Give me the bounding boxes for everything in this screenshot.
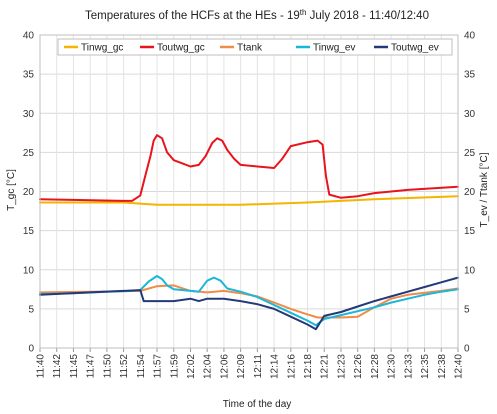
x-tick-label: 12:40 — [454, 354, 465, 379]
legend-box — [57, 38, 453, 56]
x-tick-label: 12:21 — [320, 354, 331, 379]
chart-title: Temperatures of the HCFs at the HEs - 19… — [85, 8, 429, 22]
y-tick-label-left: 20 — [23, 187, 35, 198]
legend: Tinwg_gc Toutwg_gc Ttank Tinwg_ev Toutwg_ev — [57, 38, 453, 56]
y-tick-label-left: 5 — [28, 304, 34, 315]
y-tick-label-right: 40 — [464, 31, 476, 42]
x-tick-label: 12:09 — [236, 354, 247, 379]
y-axis-left-ticks: 0 5 10 15 20 25 30 35 40 — [23, 31, 35, 355]
legend-entry: Toutwg_ev — [391, 43, 439, 54]
x-tick-label: 12:30 — [387, 354, 398, 379]
y-axis-left-label: T_gc [°C] — [6, 169, 17, 211]
y-tick-label-right: 10 — [464, 265, 476, 276]
y-tick-label-left: 30 — [23, 109, 35, 120]
legend-entry: Tinwg_ev — [313, 43, 355, 54]
x-tick-label: 12:38 — [437, 354, 448, 379]
y-tick-label-left: 40 — [23, 31, 35, 42]
chart-title-suffix: July 2018 - 11:40/12:40 — [306, 10, 429, 22]
x-tick-label: 12:35 — [420, 354, 431, 379]
x-tick-label: 12:16 — [286, 354, 297, 379]
x-tick-label: 12:02 — [186, 354, 197, 379]
legend-entry: Toutwg_gc — [157, 43, 205, 54]
x-tick-label: 12:28 — [370, 354, 381, 379]
x-tick-label: 11:50 — [102, 354, 113, 379]
plot-area-border — [39, 34, 459, 349]
x-tick-label: 12:11 — [253, 354, 264, 379]
x-axis-ticks: 11:40 11:42 11:45 11:47 11:50 11:52 11:54 11:57… — [36, 348, 465, 379]
y-tick-label-right: 20 — [464, 187, 476, 198]
legend-entry: Tinwg_gc — [81, 43, 123, 54]
x-axis-label: Time of the day — [223, 399, 292, 410]
series-line-ttank — [39, 284, 459, 319]
x-tick-label: 12:26 — [353, 354, 364, 379]
series-line-tinwg-ev — [39, 275, 459, 327]
x-tick-label: 12:06 — [219, 354, 230, 379]
y-axis-right-label: T_ev / Ttank [°C] — [479, 152, 490, 227]
y-tick-label-left: 10 — [23, 265, 35, 276]
chart-title-prefix: Temperatures of the HCFs at the HEs - 19 — [85, 10, 300, 22]
y-tick-label-right: 30 — [464, 109, 476, 120]
y-tick-label-right: 5 — [464, 304, 470, 315]
series-line-toutwg-gc — [39, 134, 459, 202]
series-line-toutwg-ev — [39, 276, 459, 331]
x-tick-label: 11:54 — [136, 354, 147, 379]
x-tick-label: 11:52 — [119, 354, 130, 379]
y-tick-label-right: 0 — [464, 344, 470, 355]
chart-title-superscript: th — [300, 8, 307, 17]
legend-entry: Ttank — [237, 43, 263, 54]
x-tick-label: 11:42 — [52, 354, 63, 379]
x-tick-label: 11:57 — [153, 354, 164, 379]
y-tick-label-right: 15 — [464, 226, 476, 237]
x-tick-label: 12:33 — [403, 354, 414, 379]
x-tick-label: 12:14 — [270, 354, 281, 379]
y-tick-label-left: 15 — [23, 226, 35, 237]
y-tick-label-left: 0 — [28, 344, 34, 355]
x-tick-label: 12:18 — [303, 354, 314, 379]
x-tick-label: 11:40 — [36, 354, 47, 379]
x-tick-label: 12:23 — [336, 354, 347, 379]
y-tick-label-right: 25 — [464, 148, 476, 159]
y-axis-right-ticks: 0 5 10 15 20 25 30 35 40 — [464, 31, 476, 355]
series-group — [39, 134, 459, 331]
x-tick-label: 12:04 — [203, 354, 214, 379]
x-tick-label: 11:59 — [169, 354, 180, 379]
y-tick-label-right: 35 — [464, 70, 476, 81]
x-tick-label: 11:47 — [86, 354, 97, 379]
series-line-tinwg-gc — [39, 195, 459, 206]
y-tick-label-left: 35 — [23, 70, 35, 81]
x-tick-label: 11:45 — [69, 354, 80, 379]
y-tick-label-left: 25 — [23, 148, 35, 159]
